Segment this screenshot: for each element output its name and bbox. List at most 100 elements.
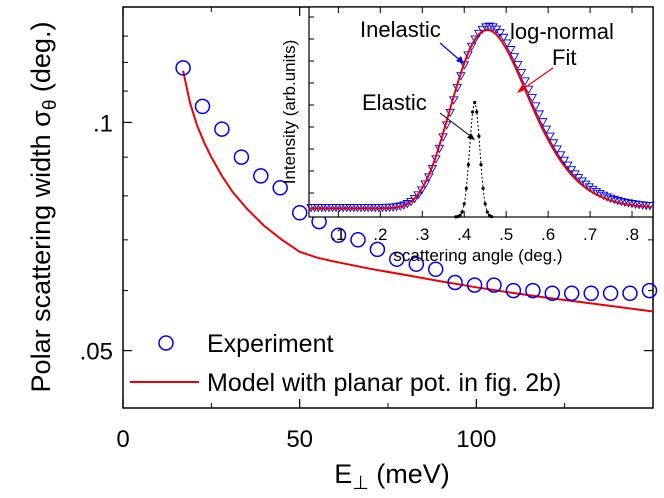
legend-experiment-label: Experiment bbox=[207, 330, 333, 358]
inelastic-point bbox=[584, 183, 595, 192]
main-y-axis-label-unit: (deg.) bbox=[26, 22, 56, 100]
elastic-point bbox=[475, 110, 479, 114]
experiment-point bbox=[641, 282, 658, 299]
inset-tick-labels: .1 .2 .3 .4 .5 .6 .7 .8 bbox=[331, 225, 639, 244]
inelastic-point bbox=[509, 53, 520, 62]
main-x-axis-label-unit: (meV) bbox=[369, 459, 450, 489]
inset-annotation-elastic: Elastic bbox=[362, 90, 427, 115]
experiment-point bbox=[583, 285, 599, 302]
inelastic-point bbox=[598, 191, 609, 201]
inelastic-point bbox=[502, 39, 512, 48]
elastic-point bbox=[485, 210, 489, 214]
inelastic-point bbox=[527, 94, 537, 103]
inset-y-axis-label: Intensity (arb.units) bbox=[280, 40, 299, 185]
inelastic-point bbox=[470, 35, 480, 44]
inelastic-point bbox=[541, 125, 552, 134]
experiment-point bbox=[447, 274, 463, 291]
main-x-tick-label: 50 bbox=[286, 426, 313, 453]
inset-x-tick-label: .1 bbox=[331, 225, 345, 244]
elastic-point bbox=[462, 202, 466, 206]
inelastic-point bbox=[548, 139, 559, 148]
inelastic-point bbox=[513, 60, 523, 70]
inset-x-tick-label: .7 bbox=[583, 225, 597, 244]
inset-annotation-log-normal: log-normal bbox=[510, 19, 614, 44]
main-x-axis-label: E⊥ (meV) bbox=[334, 459, 450, 494]
main-x-axis-label-text: E bbox=[334, 459, 352, 489]
experiment-point bbox=[350, 232, 366, 248]
main-x-axis-label-subscript: ⊥ bbox=[352, 473, 369, 494]
inelastic-point bbox=[523, 85, 534, 95]
inset-x-axis-label: scattering angle (deg.) bbox=[393, 246, 562, 265]
experiment-point bbox=[622, 285, 638, 302]
model-line bbox=[182, 70, 654, 313]
fit-line bbox=[309, 28, 651, 210]
main-series bbox=[175, 60, 658, 313]
inelastic-point bbox=[595, 190, 605, 199]
experiment-point bbox=[233, 149, 250, 165]
inset-x-tick-label: .3 bbox=[415, 225, 429, 244]
inset-annotation-fit-arrowhead bbox=[517, 85, 525, 93]
experiment-point bbox=[389, 251, 405, 267]
experiment-point bbox=[272, 180, 288, 196]
experiment-point bbox=[408, 256, 425, 272]
legend-model-label: Model with planar pot. in fig. 2b) bbox=[207, 369, 561, 397]
inelastic-point bbox=[605, 194, 616, 204]
main-y-axis-label-subscript: θ bbox=[40, 100, 61, 111]
experiment-point bbox=[466, 277, 483, 293]
elastic-point bbox=[473, 100, 477, 105]
elastic-point bbox=[466, 163, 470, 167]
experiment-point bbox=[525, 282, 541, 299]
inelastic-point bbox=[602, 193, 612, 202]
inelastic-point bbox=[538, 118, 548, 127]
inelastic-point bbox=[588, 185, 598, 195]
experiment-point bbox=[427, 261, 444, 278]
inelastic-point bbox=[580, 180, 591, 189]
inset-x-tick-label: .6 bbox=[541, 225, 555, 244]
inset-x-tick-label: .5 bbox=[499, 225, 513, 244]
inelastic-point bbox=[516, 69, 527, 78]
legend: Experiment Model with planar pot. in fig… bbox=[130, 330, 561, 397]
inelastic-point bbox=[566, 166, 577, 175]
elastic-point bbox=[460, 210, 464, 214]
inset-ticks bbox=[309, 7, 633, 217]
main-y-axis-label-text: Polar scattering width σ bbox=[26, 110, 56, 393]
inset-x-tick-label: .8 bbox=[625, 225, 639, 244]
inset-annotation-elastic-arrowhead bbox=[467, 133, 475, 140]
inset-annotation-fit: Fit bbox=[552, 45, 576, 70]
experiment-point bbox=[214, 121, 230, 137]
elastic-point bbox=[477, 134, 481, 138]
experiment-point bbox=[544, 285, 561, 302]
experiment-point bbox=[602, 285, 619, 302]
inset-annotation-elastic-arrow bbox=[439, 112, 474, 139]
elastic-line bbox=[309, 101, 653, 218]
inset-background bbox=[309, 7, 653, 217]
inelastic-point bbox=[520, 77, 530, 86]
main-y-tick-label: .1 bbox=[93, 110, 113, 137]
experiment-point bbox=[330, 227, 347, 243]
inset-plot-frame bbox=[308, 6, 654, 218]
experiment-point bbox=[253, 168, 269, 184]
elastic-point bbox=[489, 215, 494, 219]
main-x-tick-label: 100 bbox=[456, 426, 496, 453]
inset-annotation-fit-arrow bbox=[519, 67, 554, 92]
elastic-point bbox=[481, 186, 485, 190]
experiment-point bbox=[175, 60, 191, 76]
inset-annotation-inelastic: Inelastic bbox=[360, 17, 441, 42]
inelastic-point bbox=[484, 22, 495, 31]
inelastic-point bbox=[563, 161, 573, 171]
main-y-axis-label: Polar scattering width σθ (deg.) bbox=[26, 22, 61, 393]
inelastic-point bbox=[466, 42, 477, 52]
experiment-point bbox=[505, 282, 522, 299]
inelastic-point bbox=[530, 102, 541, 111]
inelastic-point bbox=[534, 110, 545, 119]
inset-series bbox=[306, 22, 655, 219]
inelastic-point bbox=[498, 33, 509, 43]
elastic-point bbox=[464, 186, 468, 190]
inset-x-tick-label: .4 bbox=[457, 225, 471, 244]
main-chart: 0 50 100 .05 .1 Polar scattering width σθ (d… bbox=[26, 6, 658, 494]
elastic-point bbox=[458, 213, 462, 217]
inelastic-point bbox=[559, 156, 570, 166]
inelastic-point bbox=[495, 29, 505, 38]
elastic-point bbox=[483, 202, 487, 206]
experiment-point bbox=[194, 98, 211, 115]
